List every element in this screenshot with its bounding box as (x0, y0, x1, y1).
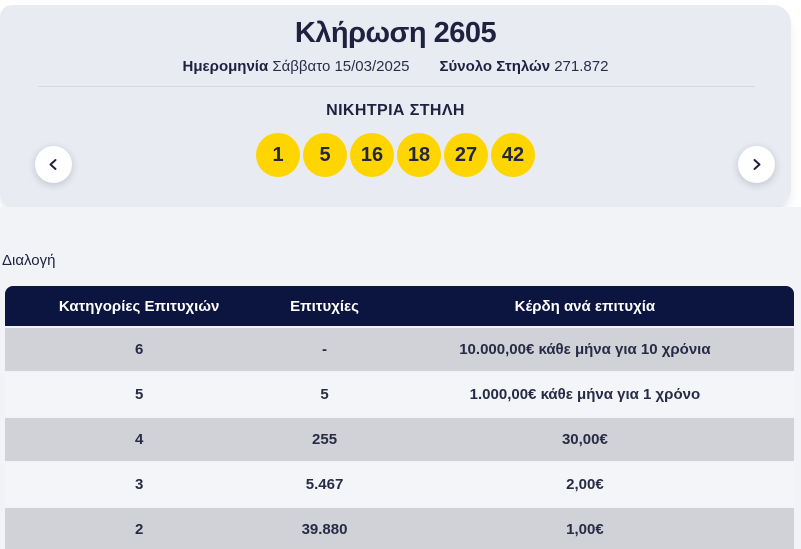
table-row: 5 5 1.000,00€ κάθε μήνα για 1 χρόνο (5, 373, 794, 416)
winnings-table: Κατηγορίες Επιτυχιών Επιτυχίες Κέρδη ανά ε… (5, 284, 794, 549)
table-cell: 4 (5, 418, 274, 461)
total-columns: Σύνολο Στηλών 271.872 (440, 58, 609, 75)
table-cell: 2 (5, 508, 274, 549)
table-cell: - (273, 328, 376, 371)
draw-meta: Ημερομηνία Σάββατο 15/03/2025 Σύνολο Στη… (0, 58, 791, 75)
table-cell: 2,00€ (375, 463, 794, 506)
table-cell: 5 (273, 373, 376, 416)
chevron-right-icon (750, 158, 763, 171)
table-cell: 5.467 (273, 463, 376, 506)
draw-title: Κλήρωση 2605 (294, 17, 497, 49)
table-row: 6-10.000,00€ κάθε μήνα για 10 χρόνια (5, 328, 794, 371)
table-cell: 30,00€ (375, 418, 794, 461)
sorting-section-label: Διαλογή (2, 252, 56, 269)
table-cell: 39.880 (273, 508, 376, 549)
next-draw-button[interactable] (738, 146, 775, 183)
table-cell: 3 (5, 463, 274, 506)
draw-date-label: Ημερομηνία (182, 58, 269, 75)
table-cell: 1.000,00€ κάθε μήνα για 1 χρόνο (375, 373, 794, 416)
table-header-row: Κατηγορίες Επιτυχιών Επιτυχίες Κέρδη ανά ε… (5, 286, 794, 326)
winning-column-title: ΝΙΚΗΤΡΙΑ ΣΤΗΛΗ (326, 102, 465, 119)
table-header-cell: Κατηγορίες Επιτυχιών (5, 286, 274, 326)
winning-number-ball: 27 (444, 133, 488, 177)
table-cell: 255 (273, 418, 376, 461)
winning-number-ball: 42 (491, 133, 535, 177)
chevron-left-icon (47, 158, 60, 171)
table-row: 3 5.467 2,00€ (5, 463, 794, 506)
draw-date: Ημερομηνία Σάββατο 15/03/2025 (183, 58, 410, 75)
table-cell: 5 (5, 373, 274, 416)
table-cell: 10.000,00€ κάθε μήνα για 10 χρόνια (375, 328, 794, 371)
total-columns-label: Σύνολο Στηλών (439, 58, 551, 75)
winning-number-ball: 16 (350, 133, 394, 177)
results-section: Διαλογή Κατηγορίες Επιτυχιών Επιτυχίες Κέρ… (0, 207, 801, 549)
table-header-cell: Κέρδη ανά επιτυχία (375, 286, 794, 326)
draw-card: Κλήρωση 2605 Ημερομηνία Σάββατο 15/03/20… (0, 5, 791, 207)
table-header-cell: Επιτυχίες (273, 286, 376, 326)
winning-number-ball: 1 (256, 133, 300, 177)
card-divider (38, 86, 755, 87)
winning-number-ball: 5 (303, 133, 347, 177)
table-cell: 6 (5, 328, 274, 371)
table-row: 4 255 30,00€ (5, 418, 794, 461)
previous-draw-button[interactable] (35, 146, 72, 183)
winning-number-ball: 18 (397, 133, 441, 177)
draw-date-value: Σάββατο 15/03/2025 (272, 58, 410, 75)
total-columns-value: 271.872 (554, 58, 609, 75)
winning-numbers: 1 5 16 18 27 42 (0, 133, 791, 177)
table-cell: 1,00€ (375, 508, 794, 549)
table-row: 2 39.880 1,00€ (5, 508, 794, 549)
